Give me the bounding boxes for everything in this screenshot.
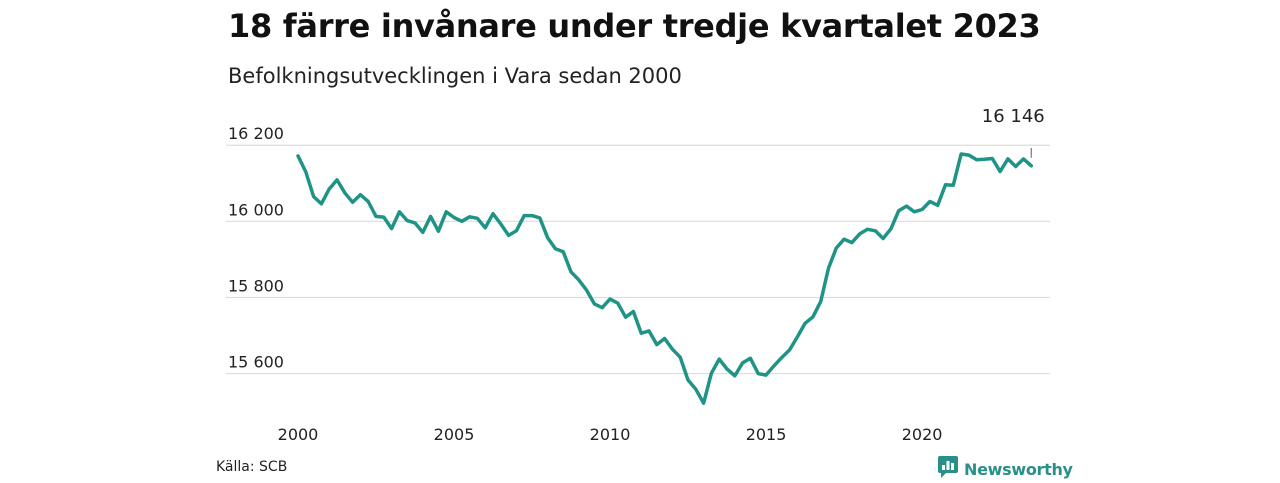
- end-value-label: 16 146: [982, 106, 1045, 127]
- chart-title: 18 färre invånare under tredje kvartalet…: [228, 7, 1041, 45]
- y-tick-label: 16 200: [228, 124, 284, 143]
- y-axis-ticks: 15 600 15 800 16 000 16 200: [228, 124, 284, 371]
- y-tick-label: 16 000: [228, 200, 284, 219]
- x-tick-label: 2005: [434, 425, 475, 444]
- source-note: Källa: SCB: [216, 459, 288, 475]
- x-axis-ticks: 2000 2005 2010 2015 2020: [278, 425, 943, 444]
- x-tick-label: 2010: [590, 425, 631, 444]
- y-tick-label: 15 800: [228, 276, 284, 295]
- x-tick-label: 2000: [278, 425, 319, 444]
- y-tick-label: 15 600: [228, 353, 284, 372]
- gridlines: [226, 144, 1050, 375]
- x-tick-label: 2015: [746, 425, 787, 444]
- series-line: [296, 152, 1034, 405]
- brand-logo: Newsworthy: [938, 456, 1073, 483]
- brand-name: Newsworthy: [964, 460, 1073, 479]
- chart-subtitle: Befolkningsutvecklingen i Vara sedan 200…: [228, 64, 682, 88]
- bar-chart-speech-bubble-icon: [938, 456, 958, 483]
- x-tick-label: 2020: [902, 425, 943, 444]
